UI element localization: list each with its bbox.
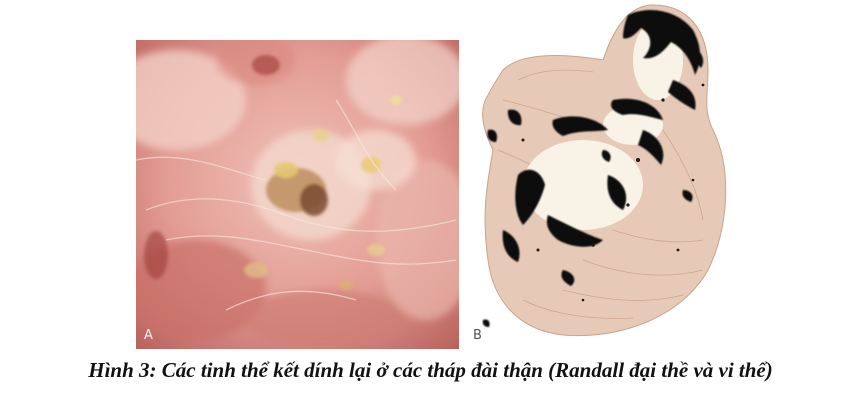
histology-section-image — [482, 4, 727, 337]
histology-panel-b: B — [463, 0, 761, 349]
figure-caption: Hình 3: Các tinh thể kết dính lại ở các … — [88, 358, 773, 382]
panel-label-a: A — [144, 328, 153, 343]
endoscopic-papilla-image — [136, 40, 459, 349]
panel-label-b: B — [473, 328, 482, 343]
endoscopic-photo-panel-a: A — [136, 40, 459, 349]
